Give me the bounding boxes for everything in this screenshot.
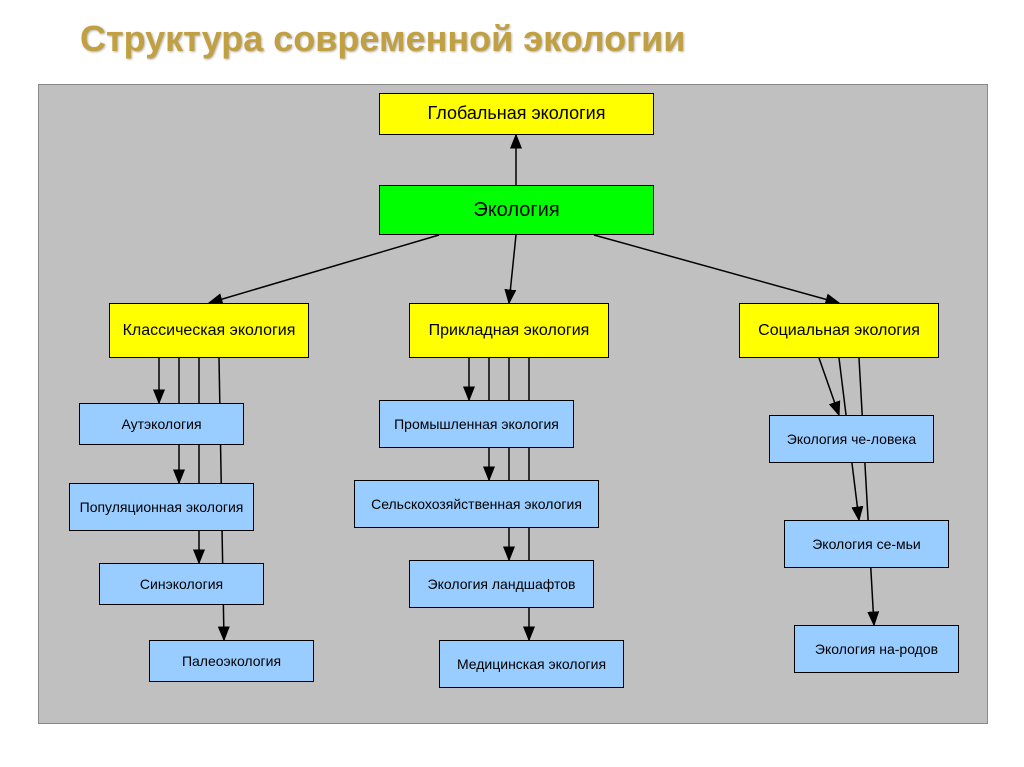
diagram-canvas: Глобальная экология Экология Классическая …: [38, 84, 988, 724]
node-paleo: Палеоэкология: [149, 640, 314, 682]
node-ecology: Экология: [379, 185, 654, 235]
node-applied: Прикладная экология: [409, 303, 609, 358]
arrow-2: [509, 235, 516, 303]
node-nation: Экология на-родов: [794, 625, 959, 673]
node-social: Социальная экология: [739, 303, 939, 358]
arrow-3: [594, 235, 839, 303]
node-pop: Популяционная экология: [69, 483, 254, 531]
arrow-12: [819, 358, 839, 415]
node-aut: Аутэкология: [79, 403, 244, 445]
node-classic: Классическая экология: [109, 303, 309, 358]
node-family: Экология се-мьи: [784, 520, 949, 568]
node-land: Экология ландшафтов: [409, 560, 594, 608]
node-ind: Промышленная экология: [379, 400, 574, 448]
node-syn: Синэкология: [99, 563, 264, 605]
node-human: Экология че-ловека: [769, 415, 934, 463]
arrow-14: [859, 358, 874, 625]
node-med: Медицинская экология: [439, 640, 624, 688]
node-agri: Сельскохозяйственная экология: [354, 480, 599, 528]
arrow-1: [209, 235, 439, 303]
page-title: Структура современной экологии: [0, 0, 1024, 72]
node-global: Глобальная экология: [379, 93, 654, 135]
